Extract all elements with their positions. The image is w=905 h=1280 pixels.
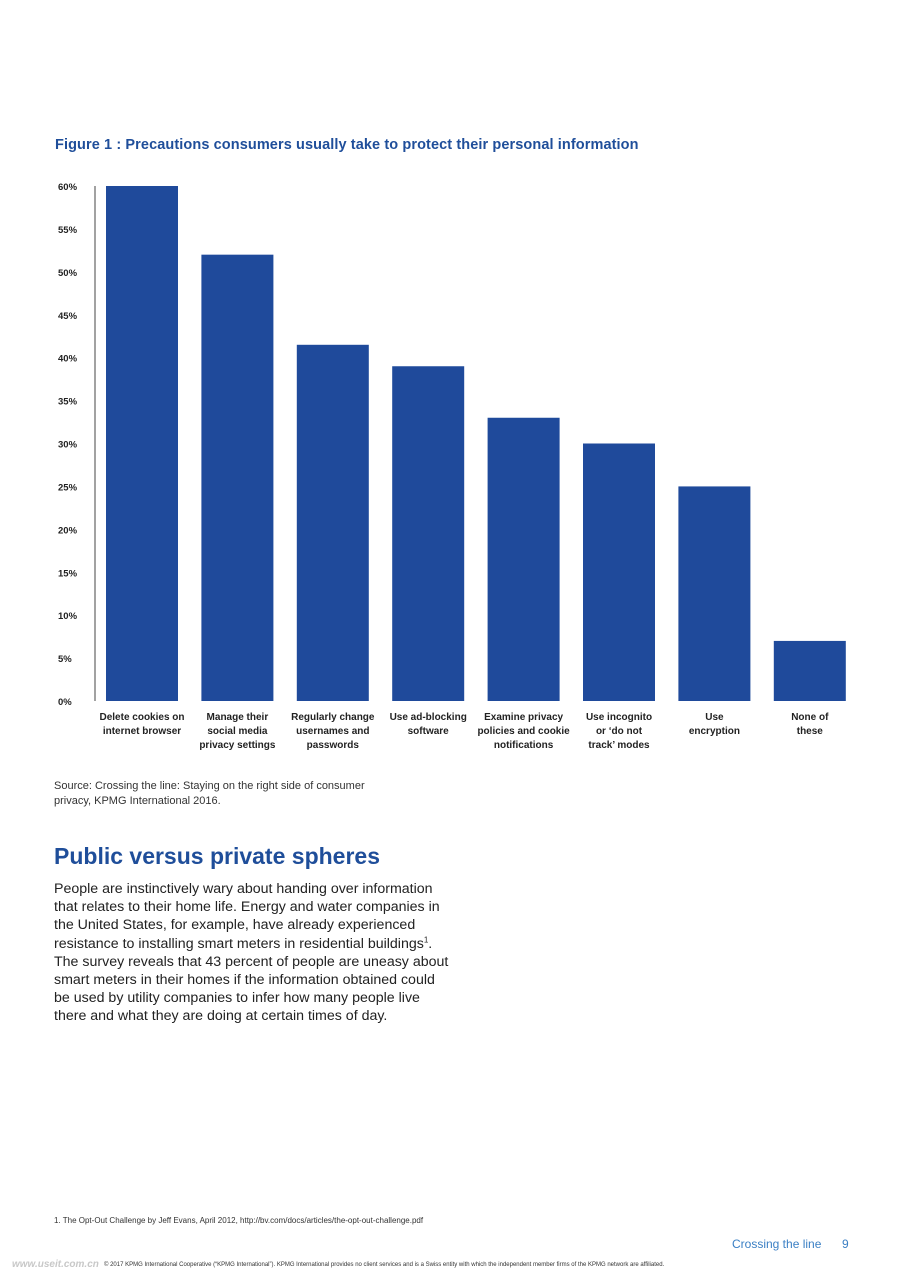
x-category-label: usernames and [296, 726, 369, 737]
x-category-label: Examine privacy [484, 712, 563, 723]
y-tick-label: 15% [58, 568, 78, 579]
source-note: Source: Crossing the line: Staying on th… [54, 780, 365, 807]
y-tick-label: 55% [58, 225, 78, 236]
x-category-label: None of [791, 712, 829, 723]
body-paragraph: People are instinctively wary about hand… [54, 880, 454, 1026]
footnote-reference[interactable]: 1 [423, 934, 429, 944]
bar [487, 417, 560, 701]
watermark: www.useit.com.cn [12, 1259, 99, 1270]
x-category-label: Use incognito [586, 712, 652, 723]
bar [678, 486, 751, 701]
x-category-label: Manage their [207, 712, 269, 723]
copyright-notice: © 2017 KPMG International Cooperative (“… [104, 1262, 665, 1268]
bar [583, 443, 655, 701]
x-category-label: Use [705, 712, 724, 723]
y-tick-label: 10% [58, 611, 78, 622]
x-category-label: these [797, 726, 824, 737]
y-tick-label: 45% [58, 311, 78, 322]
footer-title: Crossing the line [732, 1237, 822, 1251]
y-tick-label: 20% [58, 525, 78, 536]
page-number: 9 [842, 1237, 849, 1251]
bar [392, 366, 465, 701]
x-category-label: privacy settings [199, 740, 276, 751]
y-tick-label: 35% [58, 397, 78, 408]
y-tick-label: 40% [58, 354, 78, 365]
y-tick-label: 50% [58, 268, 78, 279]
body-text-part-1: People are instinctively wary about hand… [54, 881, 440, 952]
x-category-label: or ‘do not [596, 726, 643, 737]
x-category-label: Delete cookies on [99, 712, 184, 723]
section-heading: Public versus private spheres [54, 843, 380, 869]
x-category-label: track’ modes [588, 740, 650, 751]
figure-title: Figure 1 : Precautions consumers usually… [55, 137, 639, 153]
bar-chart: 0% 5% 10% 15% 20% 25% 30% 35% 40% 45% 50% 55% 60% Del… [58, 182, 846, 751]
x-category-label: Regularly change [291, 712, 375, 723]
y-tick-label: 60% [58, 182, 78, 193]
bar [201, 254, 274, 701]
x-category-label: internet browser [103, 726, 181, 737]
x-category-label: notifications [494, 740, 554, 751]
y-tick-label: 0% [58, 697, 72, 708]
body-text-part-2: . The survey reveals that 43 percent of … [54, 935, 449, 1025]
x-category-label: policies and cookie [477, 726, 570, 737]
y-tick-label: 5% [58, 654, 72, 665]
x-category-label: passwords [307, 740, 360, 751]
x-category-label: social media [207, 726, 267, 737]
x-category-label: software [408, 726, 450, 737]
x-category-label: encryption [689, 726, 740, 737]
y-tick-label: 25% [58, 482, 78, 493]
footnote: 1. The Opt-Out Challenge by Jeff Evans, … [54, 1216, 424, 1225]
bar [296, 344, 369, 701]
bar [106, 186, 178, 701]
bar [773, 640, 846, 701]
x-category-label: Use ad-blocking [390, 712, 467, 723]
y-tick-label: 30% [58, 440, 78, 451]
